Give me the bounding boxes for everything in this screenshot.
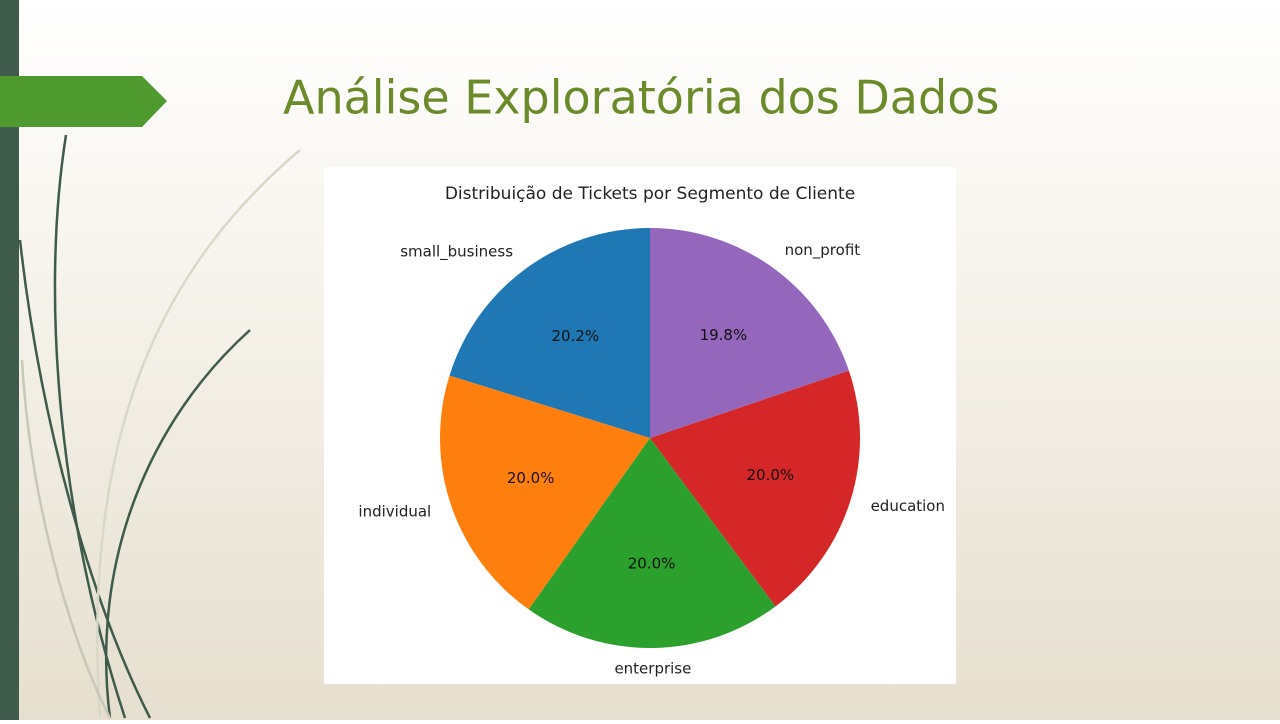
category-label: enterprise bbox=[614, 659, 691, 677]
slide-title: Análise Exploratória dos Dados bbox=[283, 71, 999, 125]
pie-slice bbox=[440, 375, 650, 610]
title-arrow bbox=[0, 76, 167, 127]
pie-slice bbox=[449, 228, 650, 438]
value-label: 20.0% bbox=[746, 466, 794, 484]
category-label: non_profit bbox=[785, 241, 861, 260]
value-label: 20.0% bbox=[507, 469, 555, 487]
grass-decoration bbox=[18, 134, 301, 719]
category-label: individual bbox=[358, 503, 431, 521]
pie-slice bbox=[650, 228, 849, 438]
chart-title: Distribuição de Tickets por Segmento de … bbox=[445, 184, 855, 204]
value-label: 20.0% bbox=[628, 554, 676, 572]
value-label: 19.8% bbox=[700, 326, 748, 344]
category-label: small_business bbox=[400, 242, 513, 261]
side-stripe bbox=[0, 0, 19, 720]
category-label: education bbox=[871, 497, 945, 515]
pie-slice bbox=[528, 438, 776, 648]
value-label: 20.2% bbox=[551, 327, 599, 345]
pie-slice bbox=[650, 370, 860, 607]
